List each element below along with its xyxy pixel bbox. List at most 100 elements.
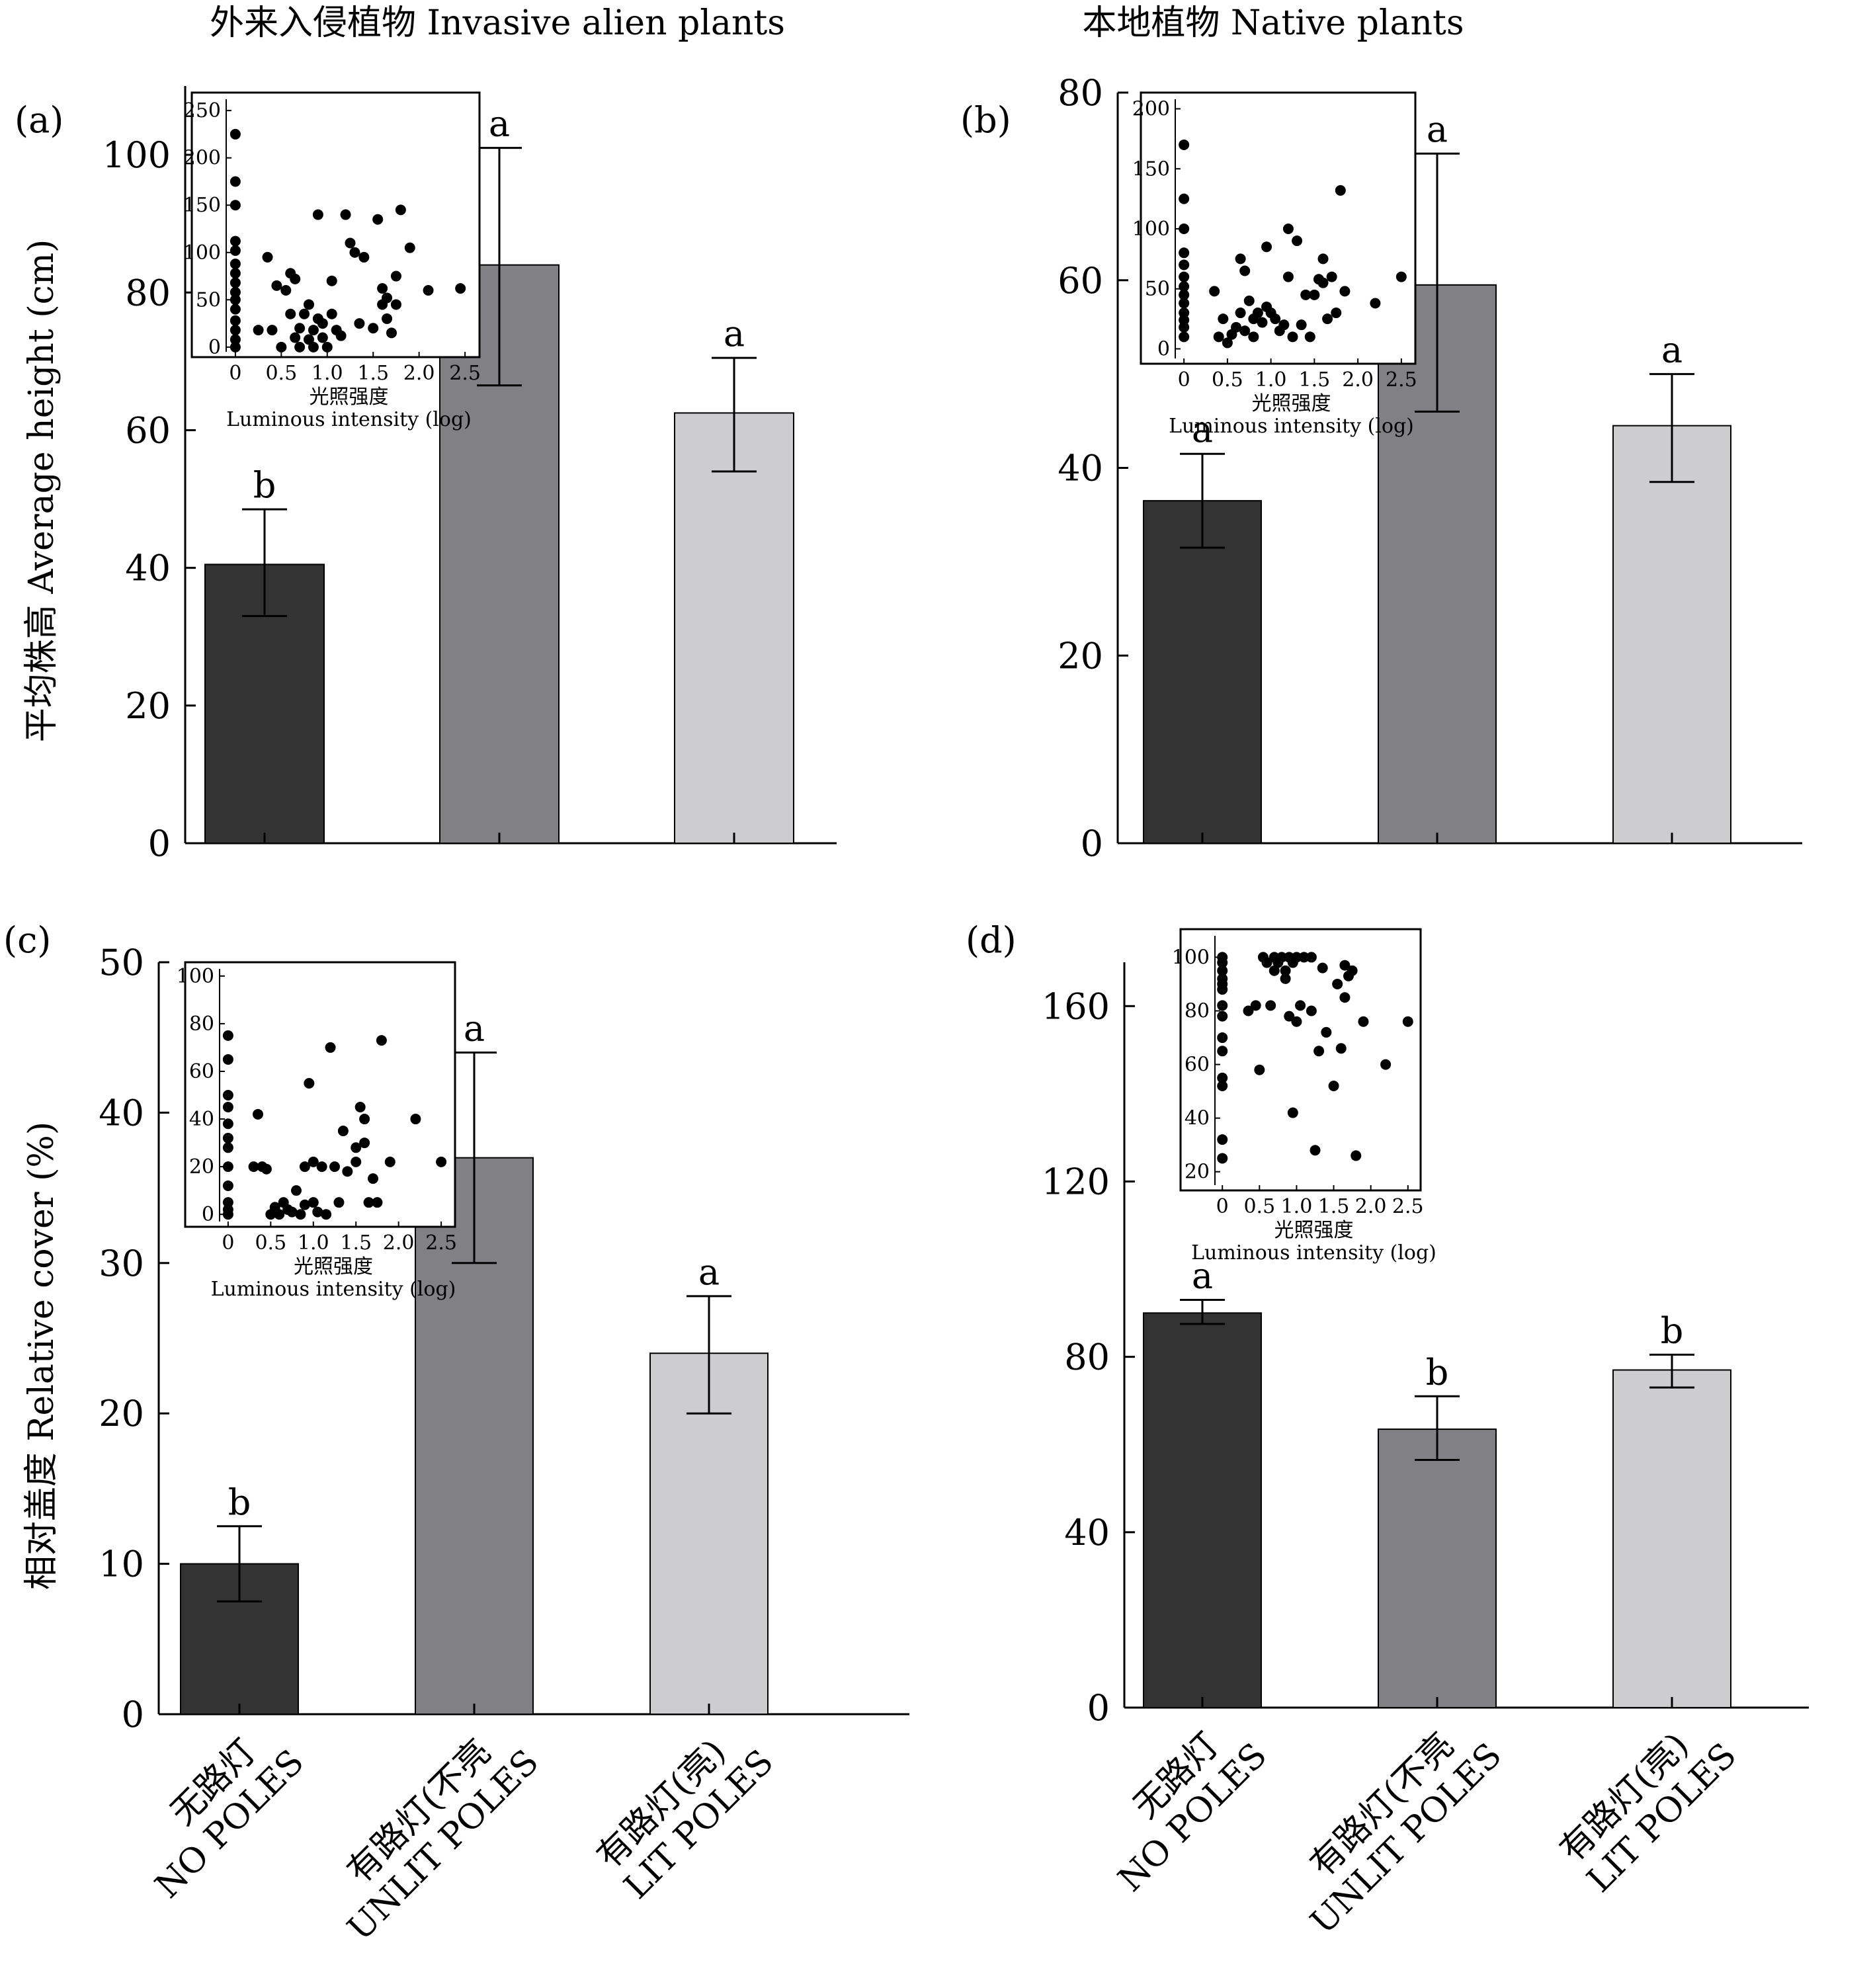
panel-label: (d): [966, 919, 1017, 961]
scatter-point: [390, 270, 401, 282]
scatter-point: [1317, 253, 1329, 265]
panel-2: (c) 0 10 20 30 40 50 b a a 0 20 40 60 80 100 0 0.5 1.0 1.5 2…: [3, 919, 909, 1735]
scatter-point: [317, 318, 328, 329]
panel-0: (a) 0 20 40 60 80 100 b a a 0 50 100 150 200 250 0 0.5 1.0…: [15, 86, 837, 864]
scatter-point: [1261, 241, 1272, 253]
scatter-point: [1217, 984, 1228, 995]
scatter-point: [299, 308, 310, 319]
inset-xlabel-en: Luminous intensity (log): [1169, 415, 1414, 438]
significance-letter: b: [1661, 1309, 1684, 1351]
inset-x-tick-label: 1.5: [1318, 1195, 1350, 1218]
inset-y-tick-label: 0: [202, 1203, 214, 1226]
scatter-point: [386, 327, 397, 339]
scatter-point: [229, 315, 241, 326]
scatter-point: [1179, 281, 1190, 292]
scatter-point: [1282, 271, 1294, 282]
scatter-point: [326, 275, 337, 286]
scatter-point: [299, 1161, 310, 1173]
inset-x-tick-label: 2.0: [403, 362, 435, 385]
inset-xlabel-zh: 光照强度: [294, 1255, 373, 1278]
y-tick-label: 40: [99, 1092, 144, 1134]
scatter-point: [222, 1090, 233, 1100]
scatter-point: [1309, 289, 1320, 300]
scatter-point: [1278, 319, 1290, 331]
inset-y-tick-label: 80: [1185, 1000, 1210, 1023]
scatter-point: [377, 283, 388, 294]
scatter-point: [1179, 139, 1190, 150]
scatter-point: [1287, 331, 1298, 343]
scatter-point: [358, 251, 370, 263]
scatter-point: [455, 283, 466, 294]
scatter-point: [372, 214, 384, 225]
scatter-point: [1217, 1134, 1228, 1145]
inset-x-tick-label: 2.5: [449, 362, 481, 385]
inset-x-tick-label: 0.5: [1243, 1195, 1275, 1218]
scatter-point: [1270, 313, 1281, 325]
scatter-point: [222, 1132, 233, 1143]
y-tick-label: 80: [1064, 1337, 1110, 1378]
inset-x-tick-label: 0.5: [265, 362, 297, 385]
scatter-point: [1217, 1081, 1228, 1092]
inset-x-tick-label: 1.0: [312, 362, 343, 385]
scatter-point: [1217, 1032, 1228, 1044]
significance-letter: a: [1192, 409, 1213, 450]
scatter-point: [1284, 1011, 1295, 1022]
scatter-point: [1402, 1016, 1413, 1027]
scatter-point: [1321, 1026, 1332, 1038]
inset-y-tick-label: 150: [1132, 157, 1170, 181]
inset-x-tick-label: 1.5: [1299, 368, 1331, 392]
scatter-point: [382, 292, 393, 304]
scatter-point: [1235, 308, 1246, 319]
category-label-lit-poles: 有路灯(亮)LIT POLES: [1552, 1725, 1744, 1900]
y-tick-label: 0: [148, 823, 171, 864]
inset-y-tick-label: 20: [1185, 1161, 1210, 1184]
scatter-point: [372, 1197, 383, 1208]
scatter-point: [229, 325, 241, 336]
scatter-point: [222, 1118, 233, 1130]
scatter-point: [335, 330, 347, 341]
scatter-point: [1300, 289, 1311, 300]
inset-x-tick-label: 2.5: [1386, 368, 1417, 392]
scatter-point: [248, 1161, 259, 1173]
scatter-point: [280, 285, 292, 296]
inset-x-tick-label: 2.0: [1355, 1195, 1387, 1218]
scatter-point: [1217, 957, 1228, 968]
scatter-point: [308, 1156, 319, 1167]
scatter-point: [1179, 224, 1190, 234]
significance-letter: a: [698, 1251, 720, 1293]
inset-x-tick-label: 1.0: [1255, 368, 1287, 392]
scatter-point: [1287, 1107, 1298, 1118]
scatter-point: [326, 308, 337, 319]
y-tick-label: 120: [1042, 1161, 1110, 1202]
scatter-point: [363, 1197, 374, 1208]
scatter-point: [1395, 271, 1407, 282]
scatter-point: [1328, 1081, 1339, 1092]
y-tick-label: 20: [99, 1393, 144, 1434]
scatter-point: [384, 1156, 395, 1167]
scatter-point: [1331, 308, 1342, 319]
scatter-point: [308, 1197, 319, 1208]
panel-label: (b): [960, 99, 1011, 141]
scatter-point: [222, 1142, 233, 1153]
scatter-point: [276, 341, 287, 352]
inset-x-tick-label: 2.0: [1342, 368, 1374, 392]
y-tick-label: 30: [99, 1243, 144, 1284]
inset-y-tick-label: 50: [196, 288, 221, 311]
inset-y-tick-label: 100: [1132, 218, 1170, 241]
inset-x-tick-label: 1.5: [340, 1231, 372, 1255]
significance-letter: a: [724, 313, 745, 354]
inset-y-tick-label: 150: [183, 194, 221, 217]
scatter-point: [1218, 313, 1229, 325]
scatter-point: [1179, 321, 1190, 333]
scatter-point: [1306, 1005, 1317, 1016]
scatter-point: [1254, 1064, 1265, 1075]
inset-scatter: 20 40 60 80 100 0 0.5 1.0 1.5 2.0 2.5 光照强度Luminous …: [1172, 928, 1436, 1264]
scatter-point: [1217, 1046, 1228, 1057]
inset-y-tick-label: 0: [208, 336, 221, 359]
scatter-point: [1347, 965, 1358, 976]
inset-y-tick-label: 50: [1145, 278, 1170, 301]
scatter-point: [325, 1042, 336, 1053]
scatter-point: [359, 1114, 370, 1125]
scatter-point: [1179, 271, 1190, 282]
